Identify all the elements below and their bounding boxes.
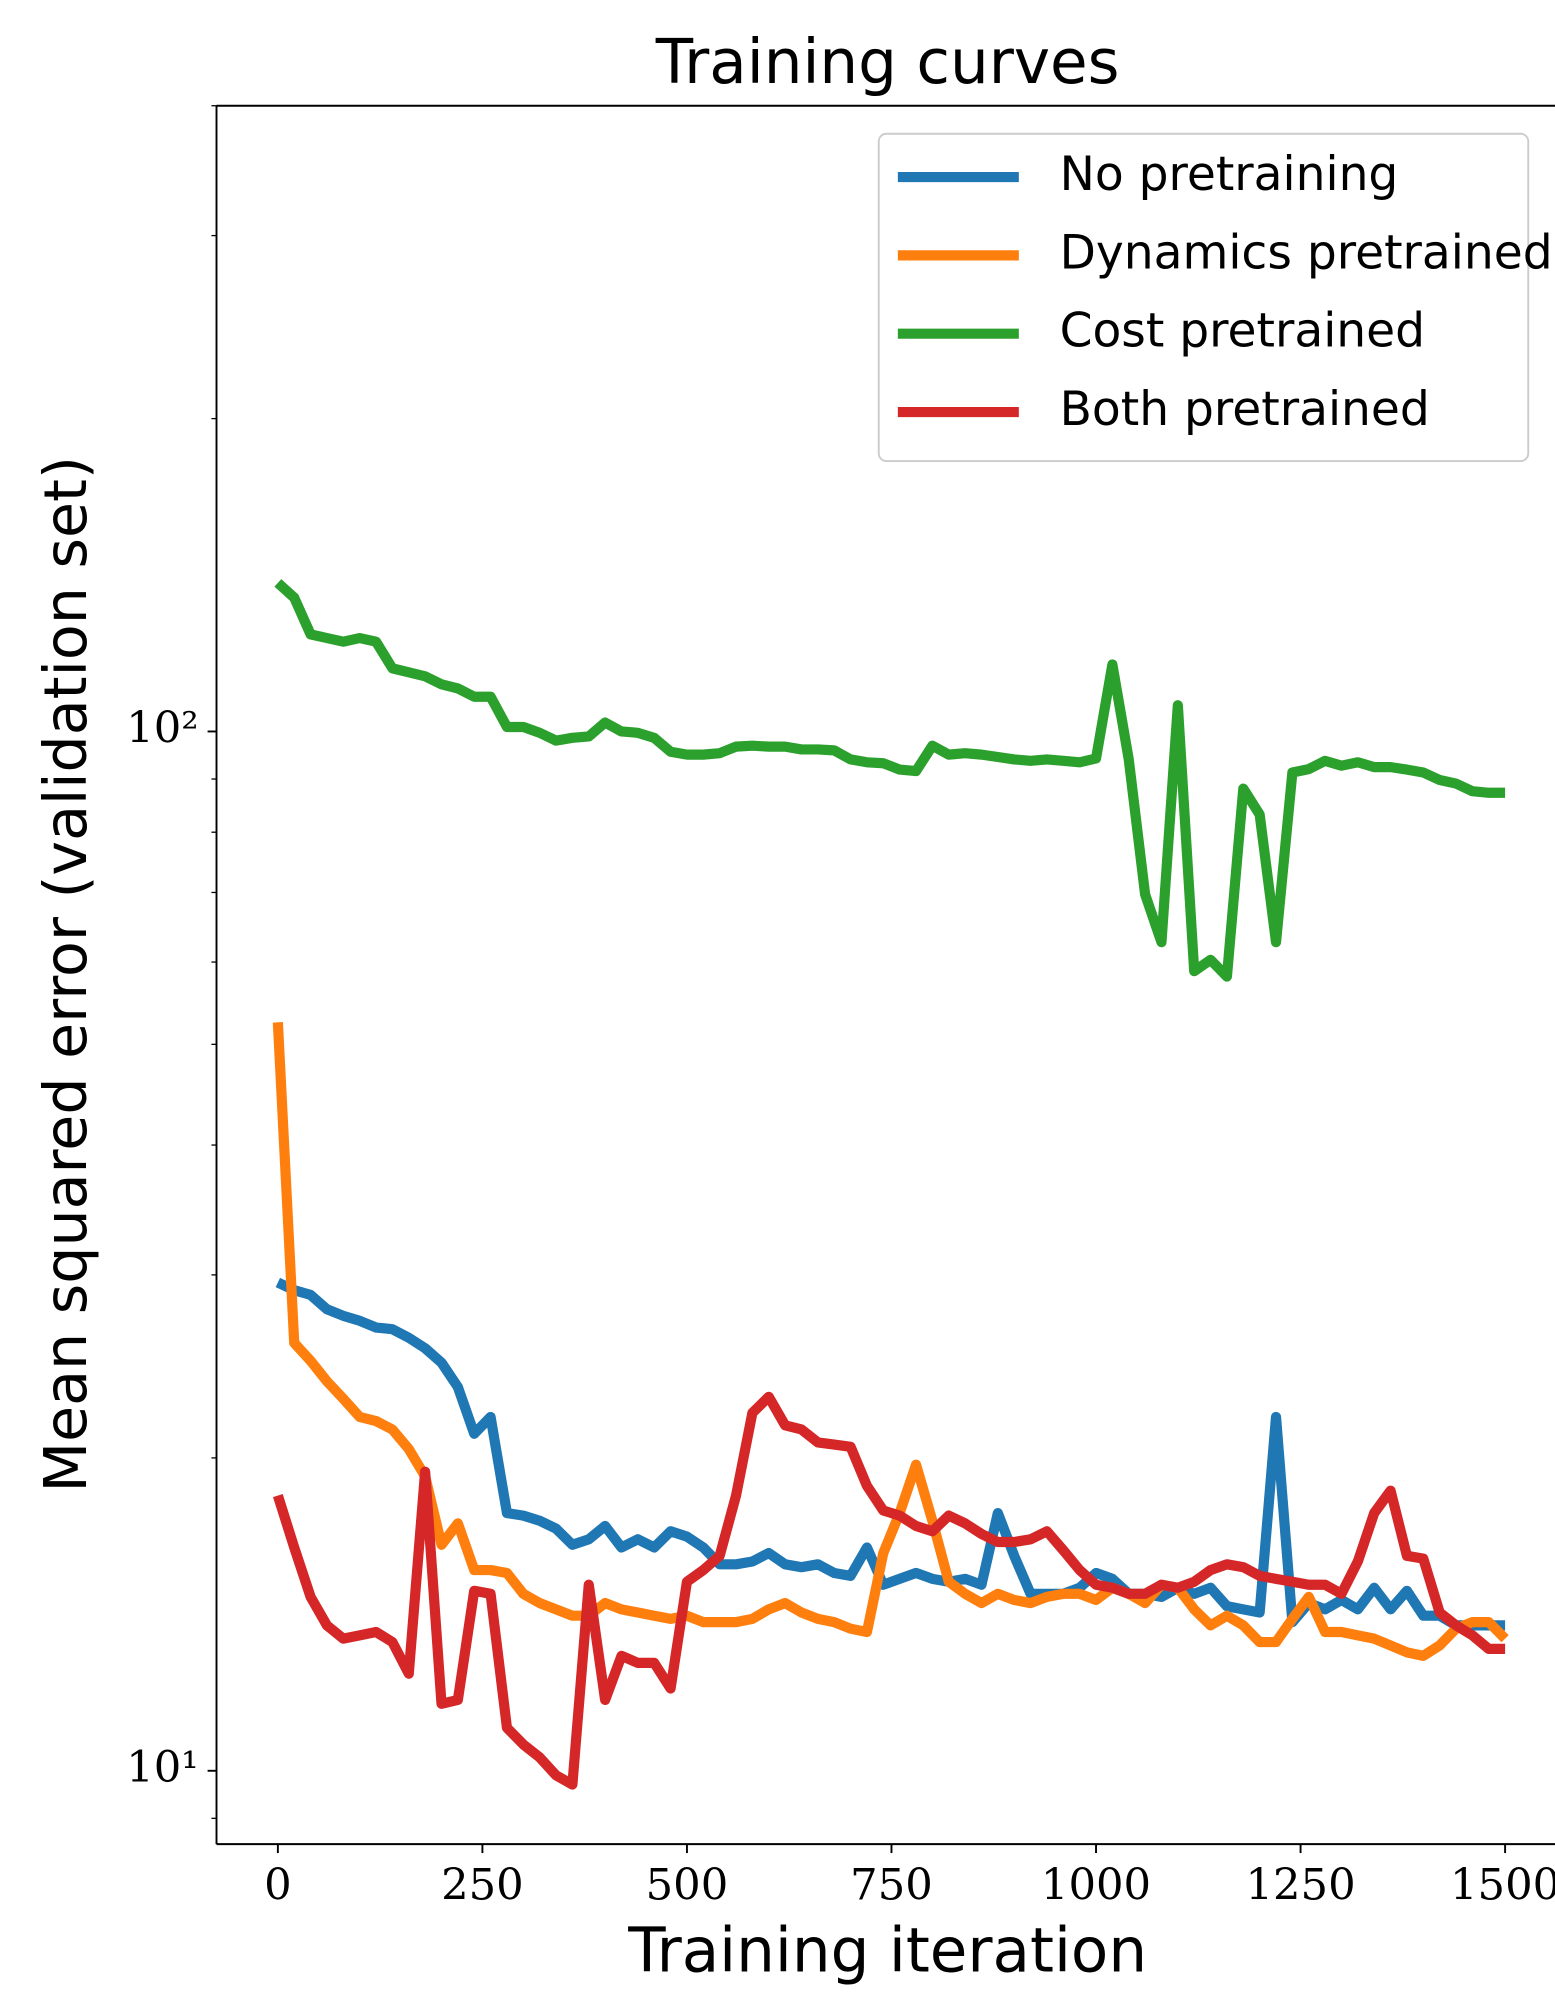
series-line [275, 1277, 1506, 1631]
y-tick-label: 10¹ [126, 1743, 198, 1793]
x-axis-label: Training iteration [627, 1916, 1147, 1987]
axes: 0 250 500 750 1000 1250 1500 10¹ 10² [126, 104, 1555, 1911]
legend-label: Both pretrained [1060, 382, 1430, 437]
x-tick-label: 750 [850, 1861, 933, 1911]
x-tick-label: 1500 [1450, 1861, 1555, 1911]
chart-title: Training curves [655, 27, 1120, 98]
plot-area [272, 579, 1509, 1790]
series-line [272, 1022, 1509, 1661]
legend: No pretraining Dynamics pretrained Cost pr… [877, 132, 1553, 463]
legend-label: Cost pretrained [1060, 304, 1425, 359]
x-tick-label: 250 [441, 1861, 524, 1911]
legend-label: Dynamics pretrained [1060, 225, 1553, 280]
y-axis-label: Mean squared error (validation set) [32, 456, 100, 1492]
series-line [273, 1391, 1506, 1790]
x-tick-label: 0 [264, 1861, 292, 1911]
x-tick-label: 500 [646, 1861, 729, 1911]
series-line [274, 579, 1506, 982]
legend-box [877, 132, 1530, 463]
legend-label: No pretraining [1060, 147, 1399, 202]
y-tick-label: 10² [126, 703, 198, 753]
x-tick-label: 1250 [1245, 1861, 1355, 1911]
x-tick-label: 1000 [1041, 1861, 1151, 1911]
